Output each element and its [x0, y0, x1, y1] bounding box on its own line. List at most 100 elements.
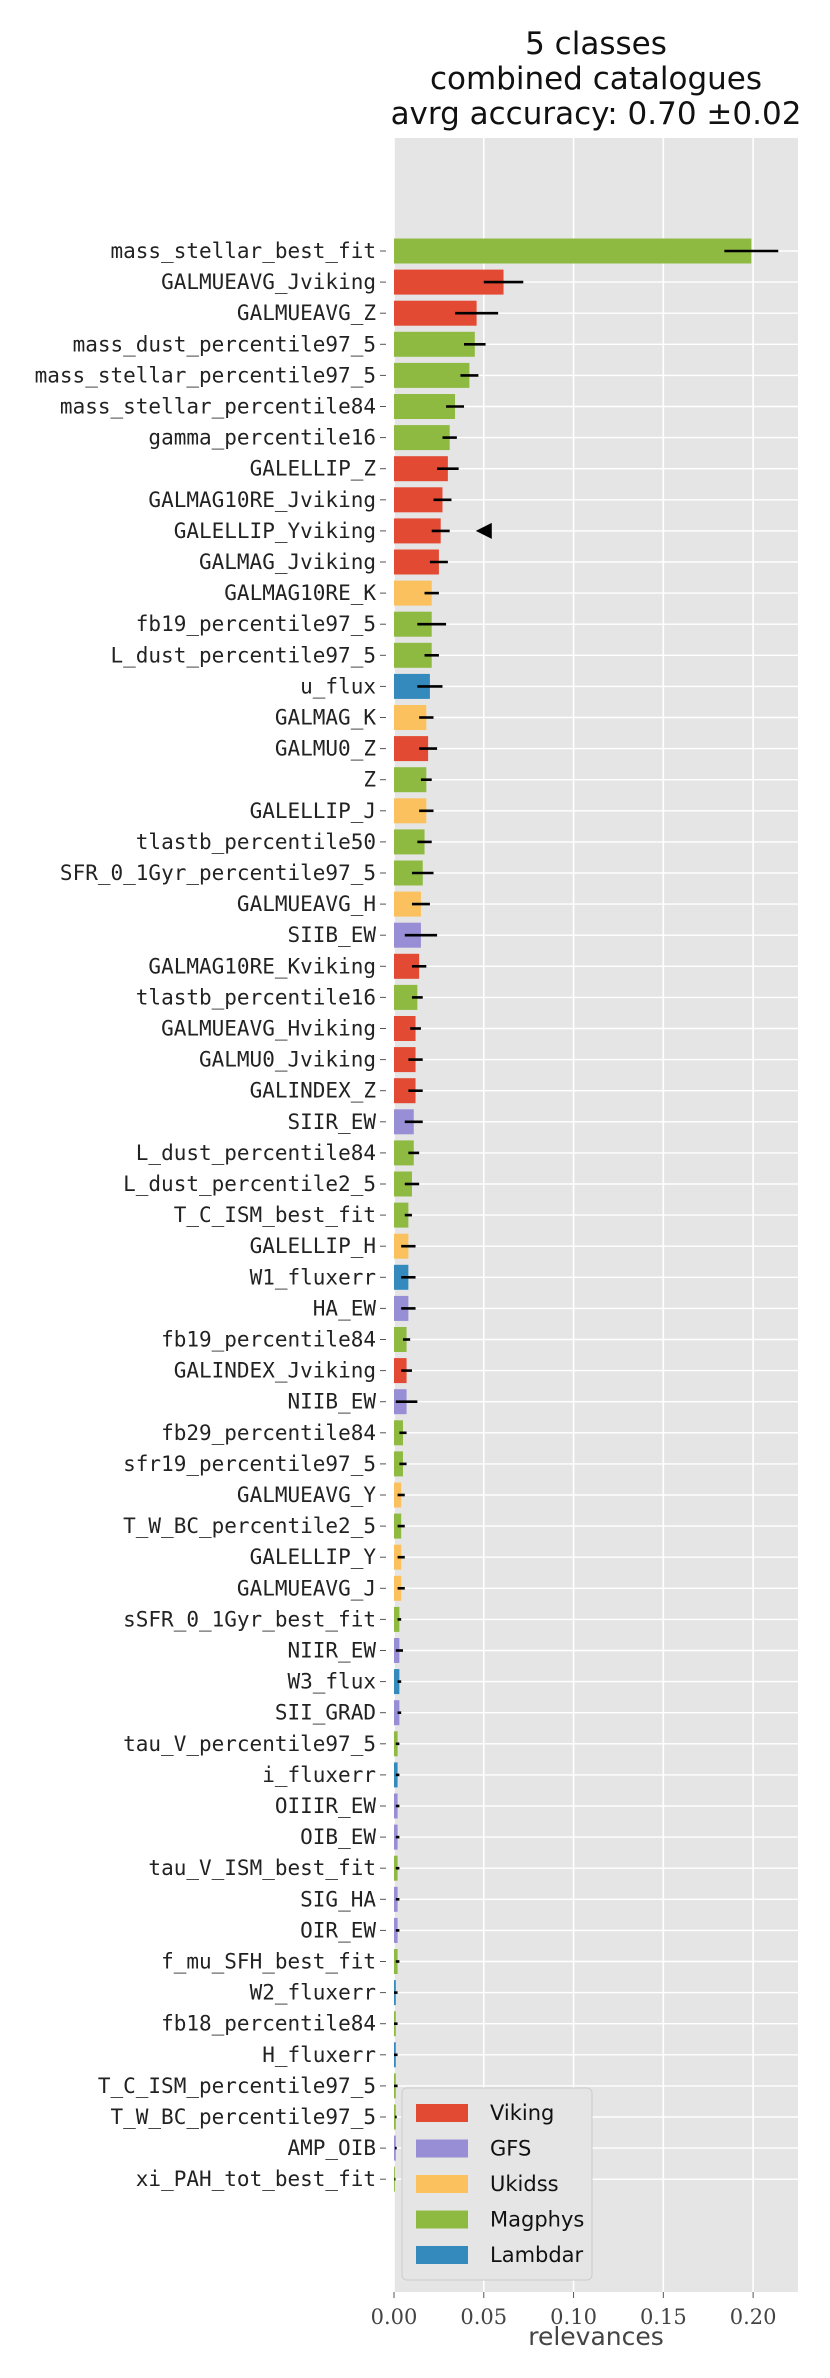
y-tick-label: GALMUEAVG_H: [237, 892, 376, 916]
legend-label: Lambdar: [490, 2243, 584, 2267]
legend-swatch: [416, 2104, 468, 2122]
y-tick-label: fb19_percentile97_5: [136, 612, 376, 636]
bar: [394, 394, 456, 419]
y-tick-label: T_W_BC_percentile97_5: [110, 2105, 376, 2129]
bar: [394, 1171, 412, 1197]
y-tick-label: AMP_OIB: [287, 2136, 376, 2160]
y-tick-label: GALINDEX_Jviking: [174, 1359, 376, 1383]
chart-title-line-1: 5 classes: [525, 26, 667, 62]
chart-title-line-3: avrg accuracy: 0.70 ±0.02: [391, 96, 802, 132]
y-tick-label: W3_flux: [287, 1670, 376, 1694]
y-tick-label: GALMAG10RE_K: [224, 581, 376, 605]
y-tick-label: SIIR_EW: [287, 1110, 376, 1134]
y-tick-label: GALELLIP_Y: [250, 1545, 377, 1569]
y-tick-label: GALMUEAVG_J: [237, 1576, 376, 1600]
legend-label: GFS: [490, 2137, 531, 2161]
legend-swatch: [416, 2175, 468, 2193]
bar: [394, 1016, 416, 1041]
bar: [394, 1451, 403, 1477]
y-tick-label: OIIIR_EW: [275, 1794, 377, 1818]
bar: [394, 1047, 416, 1073]
bar: [394, 1669, 400, 1695]
y-tick-label: GALELLIP_J: [250, 799, 376, 823]
y-tick-label: GALELLIP_Yviking: [174, 519, 376, 543]
y-tick-labels: mass_stellar_best_fit GALMUEAVG_Jviking GA…: [35, 239, 386, 2191]
bars-group: [394, 238, 752, 2192]
bar: [394, 425, 450, 451]
y-tick-label: L_dust_percentile97_5: [110, 643, 376, 667]
y-tick-label: OIB_EW: [300, 1825, 376, 1849]
x-axis-label: relevances: [528, 2322, 664, 2351]
legend: Viking GFS Ukidss Magphys Lambdar: [401, 2087, 593, 2281]
bar: [394, 1140, 414, 1166]
y-tick-label: mass_stellar_percentile84: [60, 395, 376, 419]
y-tick-label: H_fluxerr: [262, 2043, 376, 2067]
y-tick-label: NIIB_EW: [287, 1390, 376, 1414]
y-tick-label: u_flux: [300, 674, 376, 698]
y-tick-label: W1_fluxerr: [250, 1265, 376, 1289]
y-tick-label: Z: [363, 768, 376, 792]
y-tick-label: tlastb_percentile16: [136, 985, 376, 1009]
marker-group: [475, 522, 492, 539]
y-tick-label: xi_PAH_tot_best_fit: [136, 2167, 376, 2191]
y-tick-label: W2_fluxerr: [250, 1981, 376, 2005]
y-tick-label: T_C_ISM_percentile97_5: [98, 2074, 376, 2098]
bar: [394, 1700, 400, 1726]
x-tick-label: 0.10: [550, 2305, 597, 2329]
y-tick-label: tlastb_percentile50: [136, 830, 376, 854]
y-tick-label: T_C_ISM_best_fit: [174, 1203, 376, 1227]
y-tick-label: GALMAG10RE_Jviking: [148, 488, 376, 512]
y-tick-label: GALINDEX_Z: [250, 1079, 376, 1103]
bar: [394, 1420, 403, 1446]
y-tick-label: GALMUEAVG_Hviking: [161, 1017, 376, 1041]
y-tick-label: tau_V_percentile97_5: [123, 1732, 376, 1756]
y-tick-label: sfr19_percentile97_5: [123, 1452, 376, 1476]
bar: [394, 984, 418, 1010]
y-tick-label: SIIB_EW: [287, 923, 376, 947]
y-tick-label: SFR_0_1Gyr_percentile97_5: [60, 861, 376, 885]
x-tick-label: 0.05: [460, 2305, 507, 2329]
y-tick-label: GALMU0_Jviking: [199, 1048, 376, 1072]
bar: [394, 238, 752, 264]
y-tick-label: GALMAG_Jviking: [199, 550, 376, 574]
bar: [394, 362, 470, 388]
y-tick-label: fb19_percentile84: [161, 1328, 376, 1352]
legend-box: [401, 2087, 593, 2281]
legend-swatch: [416, 2139, 468, 2158]
bar: [394, 1078, 416, 1104]
x-tick-label: 0.20: [730, 2305, 777, 2329]
y-tick-label: GALMAG10RE_Kviking: [148, 954, 376, 978]
y-tick-label: fb29_percentile84: [161, 1421, 376, 1445]
error-bars-group: [394, 249, 779, 2181]
legend-swatch: [416, 2246, 468, 2264]
legend-label: Ukidss: [490, 2172, 559, 2196]
bar: [394, 331, 475, 357]
bar: [394, 1109, 414, 1135]
bar: [394, 1327, 407, 1352]
y-tick-label: GALELLIP_Z: [250, 457, 376, 481]
x-tick-labels: 0.00 0.05 0.10 0.15 0.20: [371, 2292, 777, 2329]
y-tick-label: NIIR_EW: [287, 1639, 376, 1663]
bar: [394, 1358, 407, 1384]
y-tick-label: GALMU0_Z: [275, 737, 376, 761]
y-tick-label: sSFR_0_1Gyr_best_fit: [123, 1607, 376, 1631]
y-tick-label: gamma_percentile16: [148, 426, 376, 450]
y-tick-label: i_fluxerr: [262, 1763, 376, 1787]
y-tick-label: SIG_HA: [300, 1887, 376, 1911]
marker-triangle: [475, 522, 492, 539]
legend-label: Magphys: [490, 2208, 584, 2232]
bar: [394, 1202, 409, 1228]
y-tick-label: L_dust_percentile84: [136, 1141, 376, 1165]
y-tick-label: SII_GRAD: [275, 1701, 376, 1725]
y-tick-label: T_W_BC_percentile2_5: [123, 1514, 376, 1538]
x-tick-label: 0.00: [371, 2305, 418, 2329]
y-tick-label: L_dust_percentile2_5: [123, 1172, 376, 1196]
x-tick-label: 0.15: [640, 2305, 687, 2329]
y-tick-label: GALMUEAVG_Z: [237, 301, 376, 325]
y-tick-label: GALMAG_K: [275, 706, 377, 730]
y-tick-label: mass_stellar_percentile97_5: [35, 363, 376, 387]
y-tick-label: fb18_percentile84: [161, 2012, 376, 2036]
y-tick-label: GALELLIP_H: [250, 1234, 376, 1258]
y-tick-label: OIR_EW: [300, 1918, 376, 1942]
